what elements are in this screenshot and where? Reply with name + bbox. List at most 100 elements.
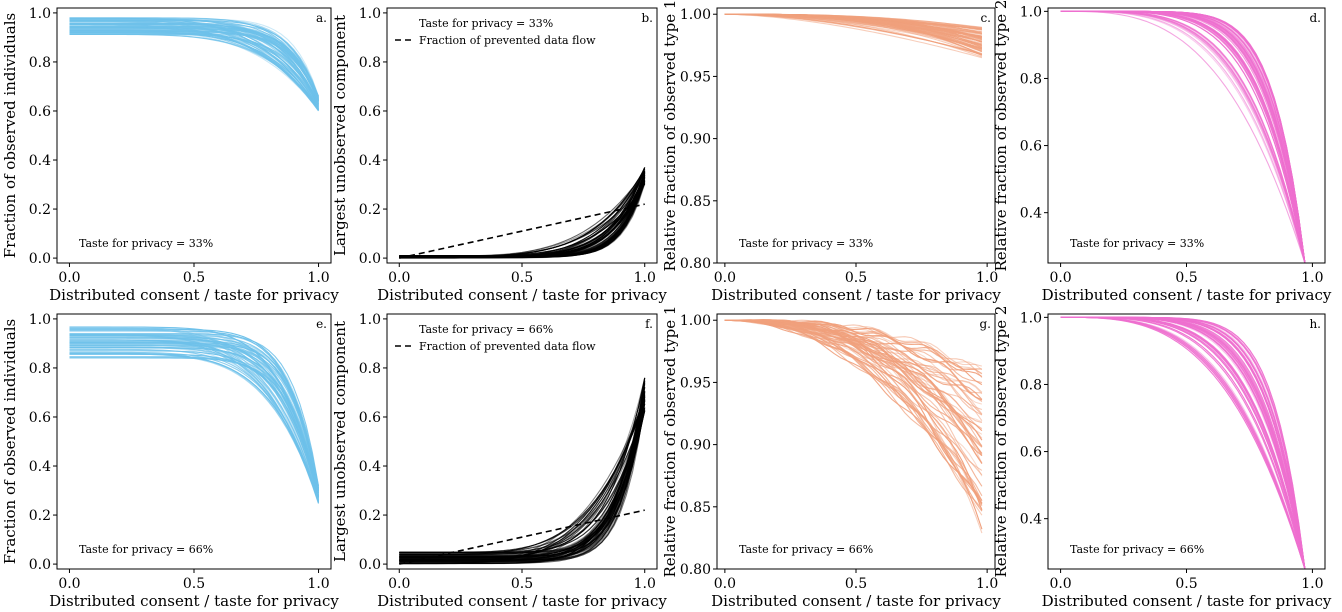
x-tick-label: 0.5 bbox=[845, 270, 867, 286]
series-prevented-data-flow bbox=[399, 509, 645, 565]
curve-family bbox=[1060, 10, 1306, 263]
curve bbox=[1060, 10, 1306, 263]
legend-title: Taste for privacy = 33% bbox=[419, 17, 553, 30]
curve bbox=[724, 319, 983, 505]
y-tick-label: 0.2 bbox=[359, 202, 381, 218]
curve bbox=[69, 326, 320, 504]
x-axis-label: Distributed consent / taste for privacy bbox=[711, 286, 1001, 304]
curve bbox=[69, 347, 320, 494]
panel-letter: h. bbox=[1309, 317, 1321, 331]
curve bbox=[69, 340, 320, 490]
x-tick-label: 0.5 bbox=[1175, 576, 1197, 592]
curve bbox=[399, 396, 646, 564]
legend-entry: Fraction of prevented data flow bbox=[419, 34, 596, 47]
curve-family bbox=[69, 17, 320, 112]
curve bbox=[399, 403, 646, 557]
y-tick-label: 1.00 bbox=[680, 313, 711, 329]
y-tick-label: 1.0 bbox=[29, 312, 51, 328]
x-tick-label: 0.0 bbox=[58, 270, 80, 286]
panel-letter: d. bbox=[1310, 11, 1322, 25]
x-tick-label: 0.0 bbox=[58, 576, 80, 592]
y-tick-label: 1.00 bbox=[680, 7, 711, 23]
curve bbox=[69, 23, 320, 103]
y-axis-label: Fraction of observed individuals bbox=[1, 319, 19, 565]
curve bbox=[399, 400, 646, 558]
curve bbox=[399, 396, 646, 553]
x-tick-label: 0.5 bbox=[1175, 270, 1197, 286]
curve bbox=[69, 335, 320, 500]
y-axis-label: Relative fraction of observed type 2 bbox=[992, 0, 1010, 271]
y-tick-label: 0.2 bbox=[29, 508, 51, 524]
curve bbox=[69, 330, 320, 491]
y-tick-label: 0.6 bbox=[1020, 445, 1042, 461]
y-tick-label: 0.95 bbox=[680, 375, 711, 391]
curve bbox=[399, 176, 646, 258]
curve bbox=[399, 399, 646, 561]
curve bbox=[724, 319, 983, 504]
y-axis-label: Relative fraction of observed type 1 bbox=[661, 306, 679, 578]
curve bbox=[399, 395, 646, 564]
y-tick-label: 0.2 bbox=[359, 508, 381, 524]
y-tick-label: 0.4 bbox=[29, 459, 51, 475]
curve bbox=[69, 29, 319, 108]
curve bbox=[69, 332, 320, 489]
curve bbox=[69, 342, 320, 499]
x-axis-label: Distributed consent / taste for privacy bbox=[711, 592, 1001, 610]
curve bbox=[724, 13, 983, 46]
curve bbox=[399, 393, 646, 560]
curve bbox=[724, 319, 983, 505]
x-tick-label: 0.0 bbox=[714, 270, 736, 286]
curve bbox=[724, 319, 982, 371]
curve bbox=[724, 319, 983, 457]
panel-c: 0.0 0.5 1.0 0.80 0.85 0.90 0.95 1.00 Distributed… bbox=[661, 0, 1001, 304]
x-tick-label: 0.5 bbox=[183, 576, 205, 592]
curve bbox=[724, 319, 983, 487]
x-tick-label: 1.0 bbox=[634, 270, 656, 286]
y-axis-label: Largest unobserved component bbox=[331, 321, 349, 562]
curve bbox=[69, 18, 320, 97]
curve bbox=[399, 409, 646, 565]
curve bbox=[69, 24, 319, 112]
curve bbox=[399, 171, 646, 257]
curve bbox=[399, 380, 646, 560]
curve bbox=[1060, 316, 1306, 569]
curve bbox=[69, 334, 320, 498]
x-axis-label: Distributed consent / taste for privacy bbox=[49, 286, 339, 304]
curve bbox=[69, 352, 320, 502]
curve bbox=[69, 19, 320, 99]
legend-entry: Fraction of prevented data flow bbox=[419, 340, 596, 353]
y-axis-label: Fraction of observed individuals bbox=[1, 13, 19, 259]
x-tick-label: 1.0 bbox=[976, 270, 998, 286]
x-axis-label: Distributed consent / taste for privacy bbox=[1042, 286, 1332, 304]
x-tick-label: 0.0 bbox=[714, 576, 736, 592]
curve bbox=[399, 398, 646, 565]
x-tick-label: 0.0 bbox=[388, 576, 410, 592]
y-tick-label: 0.4 bbox=[1020, 206, 1042, 222]
panel-letter: a. bbox=[316, 11, 327, 25]
y-tick-label: 0.80 bbox=[680, 562, 711, 578]
curve bbox=[69, 25, 320, 100]
panel-letter: c. bbox=[980, 11, 991, 25]
curve bbox=[69, 27, 319, 104]
curve bbox=[399, 401, 646, 560]
panel-g: 0.0 0.5 1.0 0.80 0.85 0.90 0.95 1.00 Distributed… bbox=[661, 306, 1001, 610]
y-tick-label: 0.85 bbox=[680, 500, 711, 516]
curve bbox=[1060, 316, 1306, 569]
x-tick-label: 0.0 bbox=[388, 270, 410, 286]
curve bbox=[69, 27, 319, 110]
x-tick-label: 0.5 bbox=[845, 576, 867, 592]
y-tick-label: 0.6 bbox=[29, 104, 51, 120]
y-tick-label: 0.4 bbox=[359, 153, 381, 169]
curve bbox=[1060, 10, 1306, 263]
y-tick-label: 0.6 bbox=[29, 410, 51, 426]
y-tick-label: 0.90 bbox=[680, 438, 711, 454]
y-tick-label: 1.0 bbox=[1020, 4, 1042, 20]
y-axis-label: Largest unobserved component bbox=[331, 15, 349, 256]
y-tick-label: 0.8 bbox=[1020, 71, 1042, 87]
curve bbox=[69, 327, 320, 504]
